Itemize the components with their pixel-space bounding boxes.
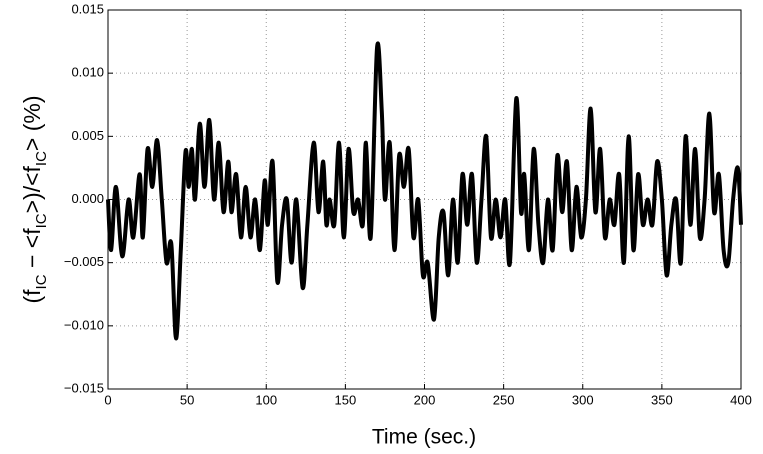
y-axis-label: (fIC − <fIC>)/<fIC> (%) xyxy=(19,95,50,303)
y-axis-label-part: (f xyxy=(19,289,45,304)
y-axis-label-part: IC xyxy=(33,151,50,166)
data-line xyxy=(106,41,743,341)
x-tick-label: 100 xyxy=(255,392,277,407)
y-tick-label: −0.010 xyxy=(64,317,104,332)
y-axis-label-part: IC xyxy=(33,213,50,228)
y-tick-label: 0.010 xyxy=(71,65,104,80)
x-tick-label: 300 xyxy=(572,392,594,407)
y-tick-label: −0.015 xyxy=(64,380,104,395)
x-axis-label: Time (sec.) xyxy=(372,426,476,449)
x-tick-label: 400 xyxy=(730,392,752,407)
y-tick-label: 0.000 xyxy=(71,191,104,206)
x-tick-label: 150 xyxy=(335,392,357,407)
y-axis-label-part: − <f xyxy=(19,228,45,275)
y-axis-label-part: IC xyxy=(33,274,50,289)
y-axis-label-part: >)/<f xyxy=(19,165,45,213)
x-tick-label: 50 xyxy=(180,392,194,407)
x-tick-label: 250 xyxy=(493,392,515,407)
y-tick-label: −0.005 xyxy=(64,254,104,269)
x-tick-label: 200 xyxy=(414,392,436,407)
x-tick-label: 0 xyxy=(104,392,111,407)
y-tick-label: 0.015 xyxy=(71,1,104,16)
y-tick-label: 0.005 xyxy=(71,128,104,143)
y-axis-label-part: > (%) xyxy=(19,95,45,151)
x-tick-label: 350 xyxy=(651,392,673,407)
